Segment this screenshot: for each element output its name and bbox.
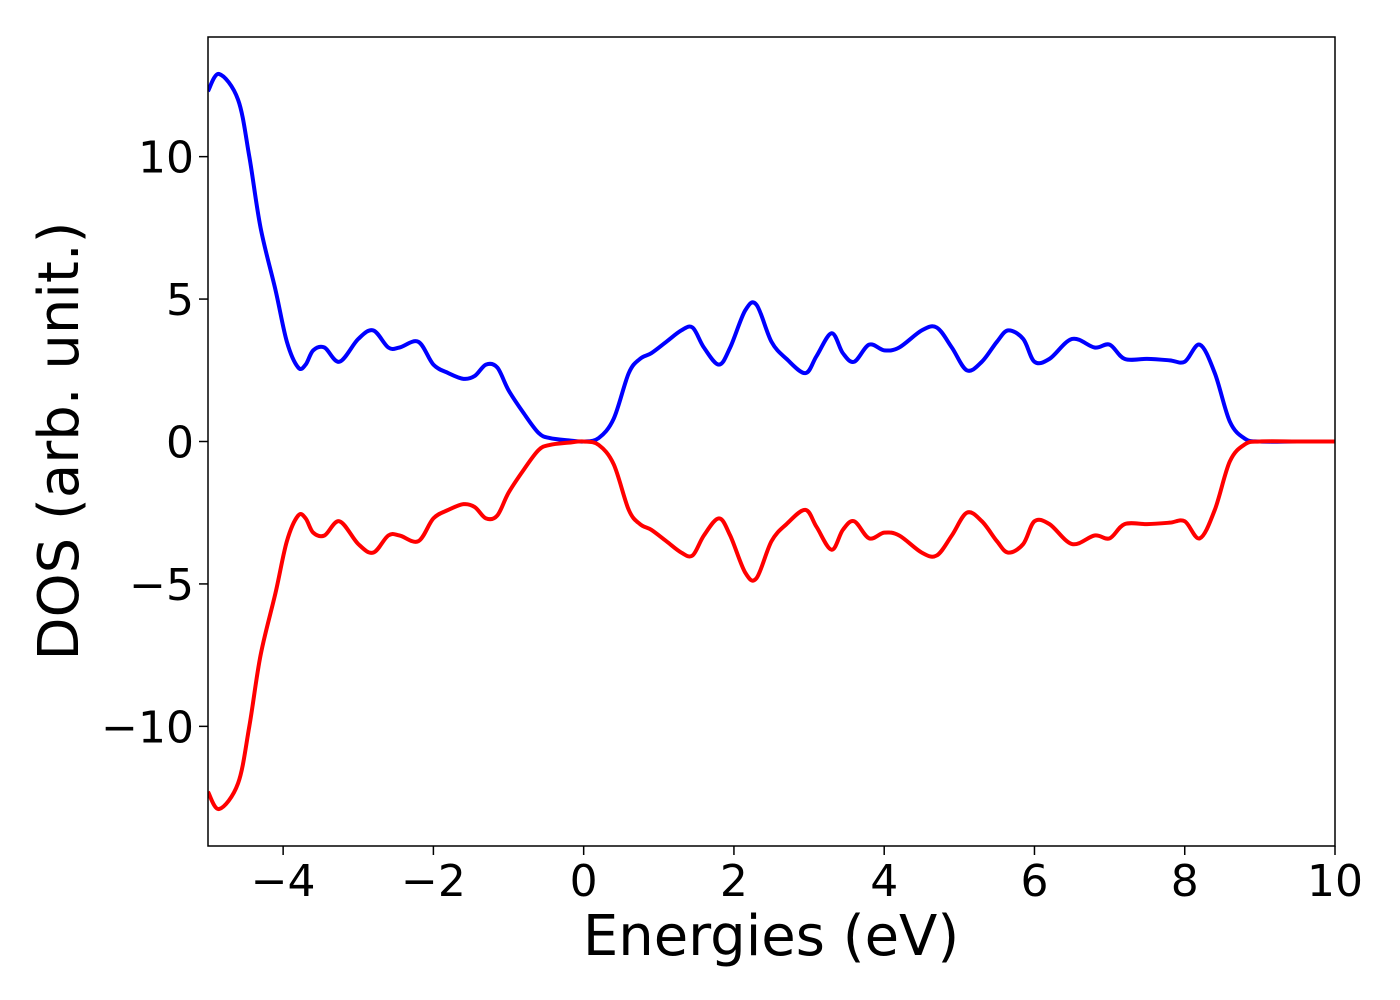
y-tick-label: −10: [101, 702, 194, 753]
y-tick-label: 10: [138, 133, 194, 184]
series-layer: [208, 72, 1335, 811]
y-tick-label: 0: [166, 418, 194, 469]
dos-spin-up-line: [208, 72, 1335, 444]
x-axis-title: Energies (eV): [583, 904, 959, 969]
x-tick-label: 8: [1171, 856, 1199, 907]
y-axis: 10 5 0 −5 −10: [101, 133, 208, 753]
x-tick-label: 6: [1020, 856, 1048, 907]
dos-spin-down-line: [208, 439, 1335, 811]
y-axis-title: DOS (arb. unit.): [27, 221, 92, 660]
x-tick-label: 0: [570, 856, 598, 907]
x-tick-label: 10: [1307, 856, 1363, 907]
y-tick-label: −5: [129, 560, 194, 611]
y-tick-label: 5: [166, 275, 194, 326]
x-axis: −4 −2 0 2 4 6 8 10: [251, 846, 1363, 907]
x-tick-label: 4: [870, 856, 898, 907]
x-tick-label: −2: [401, 856, 466, 907]
x-tick-label: 2: [720, 856, 748, 907]
x-tick-label: −4: [251, 856, 316, 907]
